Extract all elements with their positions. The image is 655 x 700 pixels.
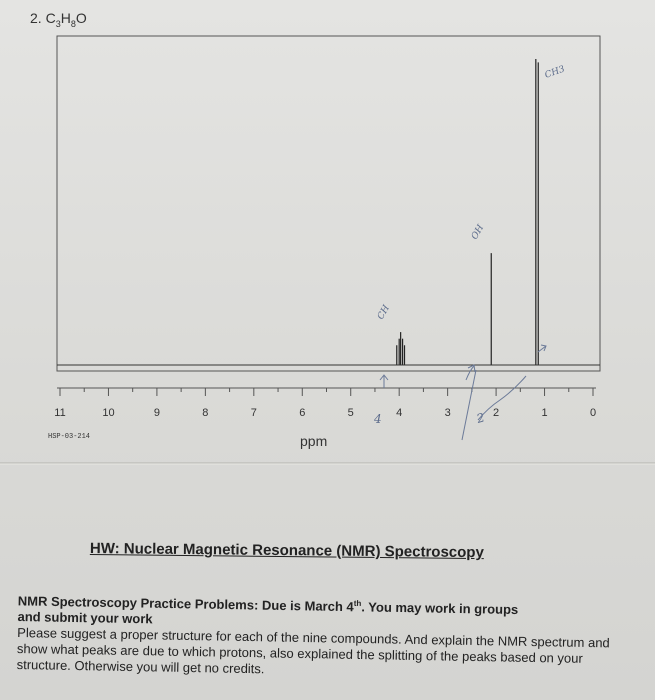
instructions-paragraph: Please suggest a proper structure for ea… <box>16 625 610 677</box>
homework-title: HW: Nuclear Magnetic Resonance (NMR) Spe… <box>89 540 484 562</box>
x-tick-label: 11 <box>54 407 65 419</box>
x-tick-label: 2 <box>493 407 499 419</box>
problem-label: 2. C3H8O <box>30 10 87 29</box>
x-tick-label: 1 <box>541 407 547 419</box>
formula: C3H8O <box>45 10 87 29</box>
annotation-ch: CH <box>376 304 392 322</box>
x-tick-label: 3 <box>445 407 451 419</box>
annotation-arrows <box>379 344 547 441</box>
plot-frame <box>56 35 601 372</box>
problem-number: 2. <box>30 10 42 26</box>
x-tick-label: 7 <box>251 407 257 419</box>
annotation-hand-4: 4 <box>373 412 382 426</box>
x-tick-label: 8 <box>202 407 208 419</box>
annotation-hand-2: 2 <box>474 410 486 426</box>
x-axis-label: ppm <box>300 433 327 449</box>
x-tick-label: 9 <box>154 407 160 419</box>
nmr-spectrum-chart: 11 10 9 8 7 6 5 4 3 2 1 0 HSP-03-214 ppm CH OH CH3 … <box>48 35 601 449</box>
peak-lines <box>396 59 539 365</box>
annotation-oh: OH <box>470 223 486 241</box>
x-tick-label: 5 <box>348 407 354 419</box>
x-axis-ticks: 11 10 9 8 7 6 5 4 3 2 1 0 <box>54 388 596 419</box>
spectrum-code: HSP-03-214 <box>48 433 90 441</box>
x-tick-label: 4 <box>396 407 402 419</box>
homework-instructions: NMR Spectroscopy Practice Problems: Due … <box>17 590 618 684</box>
page-fold <box>0 462 655 465</box>
x-tick-label: 0 <box>590 407 596 419</box>
annotation-ch3: CH3 <box>544 64 567 80</box>
x-tick-label: 10 <box>102 407 114 419</box>
x-tick-label: 6 <box>299 407 305 419</box>
